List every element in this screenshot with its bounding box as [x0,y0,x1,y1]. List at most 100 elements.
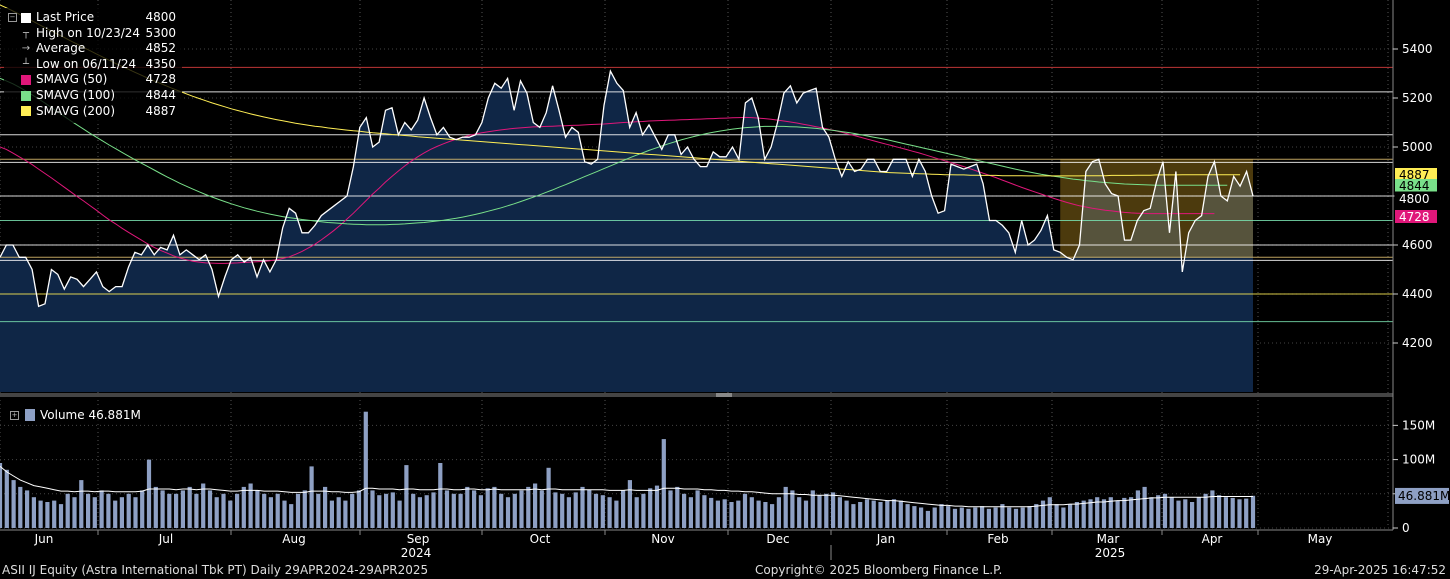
smavg-200-line [0,4,1241,177]
last-value-label: 4887 [1399,168,1430,182]
collapse-icon[interactable]: + [10,410,19,420]
volume-bar [295,493,301,528]
legend-row-smavg-200[interactable]: SMAVG (200) 4887 [8,104,176,120]
collapse-icon[interactable]: − [8,13,17,23]
volume-sma-line [0,466,1253,508]
legend-row-average[interactable]: → Average 4852 [8,41,176,57]
volume-bar [1040,500,1046,528]
volume-bar [634,497,639,528]
volume-bar [587,489,592,528]
volume-bar [763,502,768,528]
legend-label: Low on 06/11/24 [36,56,137,71]
volume-bar [682,493,687,528]
volume-bar [1203,493,1208,528]
volume-bar [1183,499,1188,528]
volume-bar [411,493,416,528]
high-marker-icon: ┬ [22,27,30,39]
volume-bar [1081,500,1086,528]
volume-bar [309,466,314,528]
volume-bar [99,490,104,528]
volume-legend[interactable]: + Volume 46.881M [4,406,147,424]
legend-row-last-price[interactable]: − Last Price 4800 [8,10,176,26]
volume-bar [499,493,504,528]
volume-bar [776,497,781,528]
volume-bar [255,490,260,528]
volume-bar [140,490,145,528]
volume-bar [573,492,578,528]
volume-bar [580,486,585,528]
volume-bar [329,500,334,528]
volume-bar [566,497,571,528]
footer-copyright: Copyright© 2025 Bloomberg Finance L.P. [755,563,1003,577]
volume-bar [1000,504,1005,528]
volume-bar [797,497,802,528]
volume-bar [465,486,470,528]
volume-bar [133,497,138,528]
volume-bar [38,500,43,528]
volume-bar [871,500,876,528]
volume-bar [621,490,626,528]
volume-bar [858,502,863,528]
volume-bar [952,508,958,528]
volume-bar [45,502,50,528]
volume-bar [912,506,917,528]
volume-bar [1210,490,1215,528]
volume-tick-label: 150M [1402,418,1435,432]
volume-bar [715,500,720,528]
price-tick-label: 4200 [1402,336,1433,350]
volume-bar [18,486,23,528]
legend-value: 4800 [145,10,176,24]
volume-bar [214,497,219,528]
price-area-fill [0,71,1253,392]
volume-bar [187,486,192,528]
legend-row-smavg-50[interactable]: SMAVG (50) 4728 [8,72,176,88]
volume-bar [302,490,307,528]
volume-bar [526,486,531,528]
legend-value: 5300 [145,25,176,40]
volume-panel [0,411,1256,528]
volume-bar [702,495,707,528]
volume-bar [0,463,3,528]
volume-bar [695,490,700,528]
volume-bar [939,504,944,528]
volume-bar [898,500,903,528]
volume-bar [363,411,368,528]
volume-bar [201,483,206,528]
year-label: 2025 [1095,546,1126,560]
volume-bar [736,500,741,528]
volume-bar [356,490,362,528]
volume-bar [1074,502,1079,528]
month-label: Oct [530,532,551,546]
volume-bar [1135,490,1140,528]
legend-row-high[interactable]: ┬ High on 10/23/24 5300 [8,26,176,42]
volume-legend-label: Volume [40,408,85,422]
volume-bar [262,493,267,528]
legend-value: 4852 [145,41,176,56]
volume-bar [851,504,856,528]
legend-row-smavg-100[interactable]: SMAVG (100) 4844 [8,88,176,104]
volume-bar [729,502,734,528]
month-label: Jul [158,532,173,546]
last-value-badge [1395,210,1437,223]
volume-bar [79,480,84,528]
volume-tick-label: 100M [1402,453,1435,467]
price-tick-label: 5400 [1402,42,1433,56]
volume-bar [641,493,646,528]
last-value-badge [1395,168,1437,181]
volume-bar [1230,497,1235,528]
month-label: Aug [282,532,305,546]
legend-row-low[interactable]: ┴ Low on 06/11/24 4350 [8,57,176,73]
volume-bar [1108,497,1113,528]
legend-value: 4350 [145,56,176,71]
volume-bar [709,497,714,528]
volume-bar [661,439,666,528]
volume-bar [451,493,456,528]
volume-bar [986,508,991,528]
price-panel [0,4,1393,397]
month-label: May [1308,532,1333,546]
volume-bar [553,492,558,528]
volume-bar [919,507,924,528]
month-label: Sep [407,532,430,546]
volume-bar [1054,504,1059,528]
